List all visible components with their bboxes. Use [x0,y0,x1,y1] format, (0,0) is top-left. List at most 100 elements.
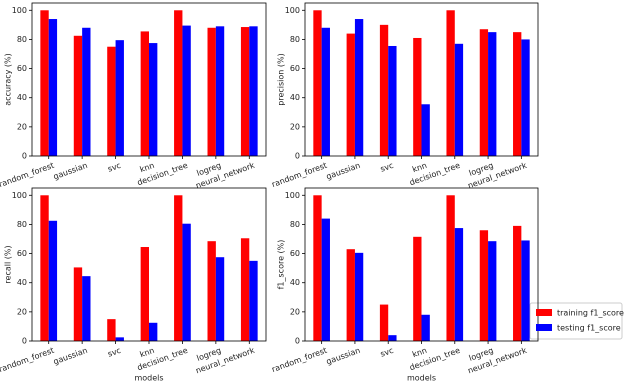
bar [174,195,183,341]
bar [354,19,364,157]
y-tick-label: 60 [17,64,27,73]
bar [321,218,330,341]
bar [149,43,158,157]
bar [73,267,83,341]
bar [346,33,355,156]
y-tick-label: 0 [295,152,300,161]
bar [521,240,530,341]
bar [388,335,397,341]
y-tick-label: 40 [17,278,27,287]
bar [140,31,149,157]
x-tick-label: gaussian [52,161,89,182]
bar [140,247,149,341]
y-tick-label: 60 [290,249,300,258]
y-tick-label: 100 [285,6,300,15]
bar [182,25,191,157]
bar [48,220,58,341]
bar [240,27,250,156]
bar [40,10,49,156]
y-tick-label: 100 [12,191,27,200]
bar [421,314,430,341]
x-tick-label: svc [379,161,395,174]
y-tick-label: 80 [290,35,300,44]
legend-swatch [536,309,552,316]
bar [107,319,116,341]
y-axis-label: recall (%) [4,245,13,283]
y-axis-label: precision (%) [277,53,286,105]
bar [174,10,183,156]
x-axis-label: models [134,374,163,383]
axes-frame [31,2,267,157]
y-tick-label: 100 [285,191,300,200]
legend-label: training f1_score [557,309,624,318]
x-tick-label: random_forest [0,161,55,189]
bar [82,276,91,341]
bar [454,43,464,156]
bar [313,10,322,156]
y-axis-label: accuracy (%) [4,53,13,105]
bar [107,46,116,156]
y-tick-label: 80 [17,220,27,229]
y-tick-label: 40 [290,278,300,287]
y-tick-label: 40 [290,93,300,102]
x-tick-label: svc [379,346,395,359]
bar [321,27,330,157]
y-tick-label: 100 [12,6,27,15]
y-tick-label: 0 [22,152,27,161]
bar [240,238,250,341]
x-tick-label: gaussian [52,346,89,367]
bar [207,27,216,157]
bar [48,19,58,157]
x-tick-label: random_forest [271,346,329,374]
y-tick-label: 20 [17,122,27,131]
legend-label: testing f1_score [557,324,621,333]
bar [40,195,49,341]
bar [454,228,464,341]
bar [115,337,124,341]
y-tick-label: 80 [290,220,300,229]
bar [249,26,258,156]
y-tick-label: 0 [22,337,27,346]
bar [379,304,389,341]
x-tick-label: gaussian [325,346,362,367]
bar [479,230,489,341]
y-axis-label: f1_score (%) [277,240,286,290]
x-tick-label: random_forest [0,346,55,374]
bar [149,322,158,341]
bar [446,195,455,341]
bar [215,26,225,156]
bar [488,241,497,341]
x-tick-label: svc [107,161,123,174]
bar [354,252,364,341]
bar [388,45,397,156]
bar [215,257,225,341]
legend-box [529,302,623,340]
legend-swatch [536,324,552,331]
bar [413,37,422,156]
axes-frame [304,187,539,342]
bar [207,241,216,341]
axes-frame [304,2,539,157]
bar [513,32,522,157]
y-tick-label: 60 [17,249,27,258]
bar [413,236,422,341]
bar [421,104,430,156]
bar [521,39,530,156]
bar [249,260,258,341]
bar [346,249,355,341]
bar [379,24,389,156]
y-tick-label: 20 [17,307,27,316]
y-tick-label: 0 [295,337,300,346]
y-tick-label: 80 [17,35,27,44]
y-tick-label: 20 [290,307,300,316]
bar [513,225,522,341]
y-tick-label: 20 [290,122,300,131]
x-tick-label: gaussian [325,161,362,182]
x-axis-label: models [407,374,436,383]
bar [488,32,497,157]
y-tick-label: 40 [17,93,27,102]
bar [115,40,124,156]
x-tick-label: svc [107,346,123,359]
